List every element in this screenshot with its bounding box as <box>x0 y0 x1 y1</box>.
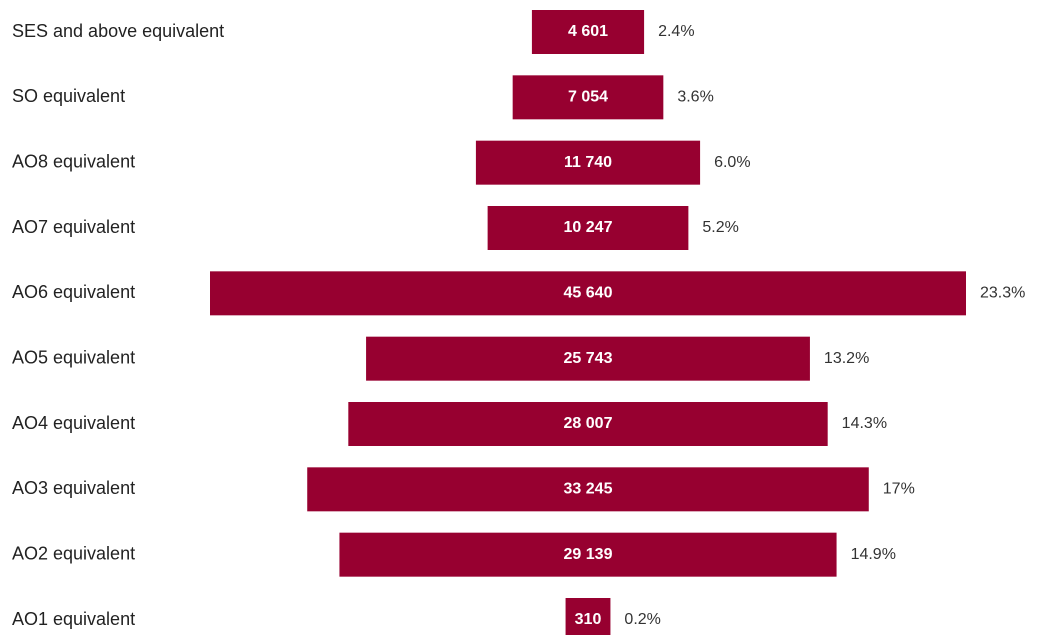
bar <box>348 402 828 446</box>
value-label: 29 139 <box>564 546 613 563</box>
value-label: 11 740 <box>564 154 612 171</box>
share-label: 13.2% <box>824 350 869 367</box>
bar <box>512 75 664 120</box>
category-label: AO2 equivalent <box>12 543 135 563</box>
value-label: 45 640 <box>564 285 613 302</box>
value-label: 7 054 <box>568 89 608 106</box>
category-label: AO3 equivalent <box>12 478 135 498</box>
bar <box>531 10 645 54</box>
category-label: AO6 equivalent <box>12 282 135 302</box>
bar <box>307 467 869 512</box>
category-label: AO5 equivalent <box>12 347 135 367</box>
value-label: 33 245 <box>564 481 613 498</box>
share-label: 14.9% <box>851 546 896 563</box>
bar <box>565 598 611 640</box>
category-label: AO7 equivalent <box>12 217 135 237</box>
value-label: 28 007 <box>564 415 613 432</box>
value-label: 310 <box>575 611 602 628</box>
share-label: 2.4% <box>658 23 694 40</box>
bar <box>366 336 810 381</box>
value-label: 10 247 <box>564 219 613 236</box>
category-label: AO8 equivalent <box>12 151 135 171</box>
category-label: AO1 equivalent <box>12 609 135 629</box>
bar <box>210 271 966 316</box>
share-label: 17% <box>883 481 915 498</box>
value-label: 25 743 <box>564 350 613 367</box>
share-label: 6.0% <box>714 154 750 171</box>
bar <box>475 140 701 185</box>
share-label: 5.2% <box>702 219 738 236</box>
share-label: 3.6% <box>677 89 713 106</box>
share-label: 14.3% <box>842 415 887 432</box>
bar <box>487 206 689 250</box>
share-label: 0.2% <box>624 611 660 628</box>
share-label: 23.3% <box>980 285 1025 302</box>
category-label: AO4 equivalent <box>12 413 135 433</box>
bar <box>339 532 837 577</box>
value-label: 4 601 <box>568 23 608 40</box>
category-label: SES and above equivalent <box>12 21 224 41</box>
category-label: SO equivalent <box>12 86 125 106</box>
